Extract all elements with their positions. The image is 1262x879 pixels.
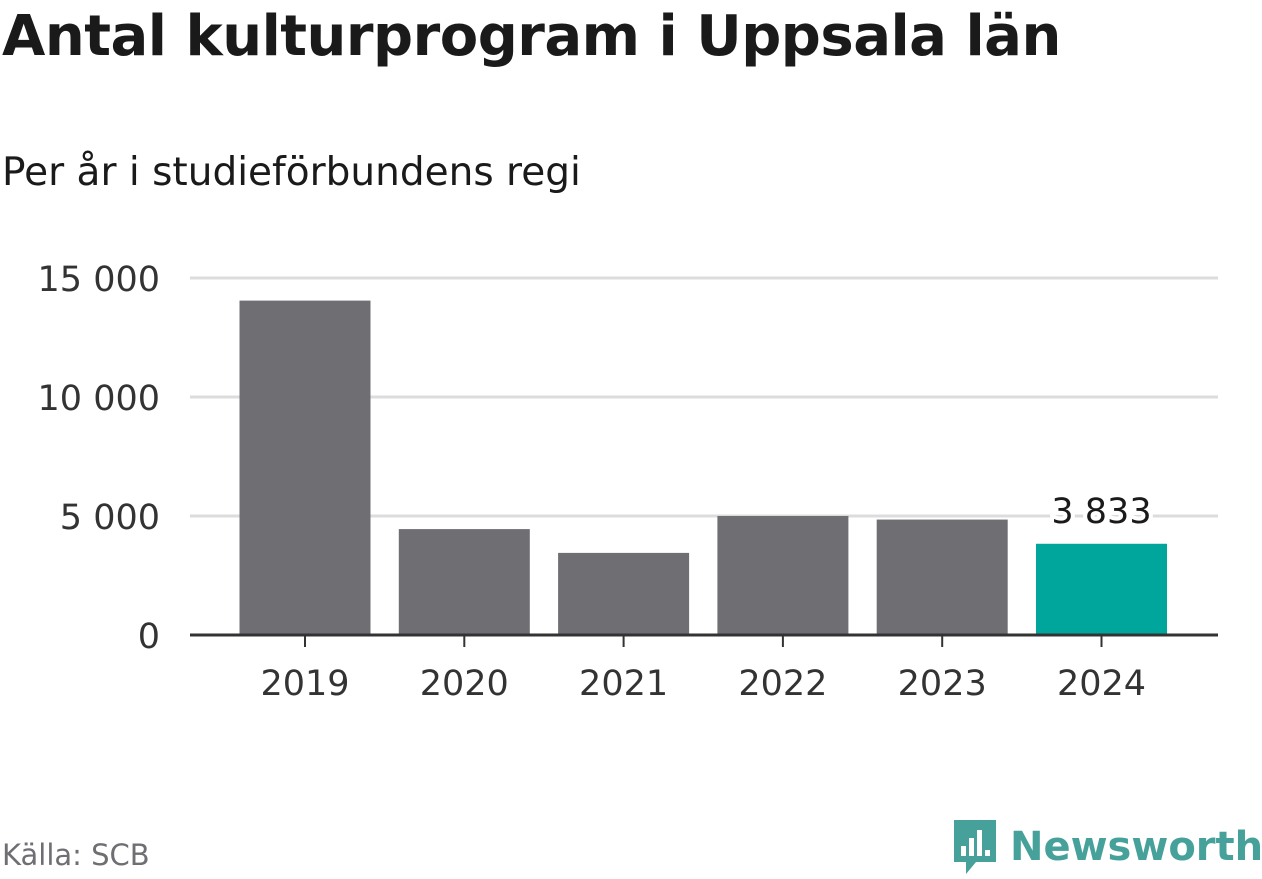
data-label: 3 833 xyxy=(1051,492,1151,532)
bar-2022 xyxy=(717,516,849,635)
bar-2021 xyxy=(558,552,690,635)
brand-name: Newsworthy xyxy=(1010,824,1262,870)
x-tick-label: 2022 xyxy=(738,664,827,704)
bar-chart-speech-bubble-icon xyxy=(954,820,996,874)
chart-subtitle: Per år i studieförbundens regi xyxy=(2,150,581,195)
x-tick-label: 2021 xyxy=(579,664,668,704)
chart-title: Antal kulturprogram i Uppsala län xyxy=(2,4,1061,69)
x-axis-ticks: 2019 2020 2021 2022 2023 2024 xyxy=(260,635,1146,704)
bars xyxy=(239,300,1167,635)
brand-logo[interactable]: Newsworthy xyxy=(950,816,1262,878)
y-tick-label: 0 xyxy=(138,617,160,657)
x-tick-label: 2024 xyxy=(1057,664,1146,704)
source-note: Källa: SCB xyxy=(2,838,150,872)
y-tick-label: 5 000 xyxy=(60,498,160,538)
bar-2020 xyxy=(398,529,530,635)
y-tick-label: 15 000 xyxy=(38,260,160,300)
x-tick-label: 2020 xyxy=(420,664,509,704)
bar-2023 xyxy=(876,519,1008,635)
y-axis-tick-labels: 0 5 000 10 000 15 000 xyxy=(38,260,160,657)
bar-2024 xyxy=(1036,543,1167,635)
data-labels: 3 833 xyxy=(1047,488,1155,536)
y-tick-label: 10 000 xyxy=(38,379,160,419)
bar-2019 xyxy=(239,300,371,635)
x-tick-label: 2023 xyxy=(898,664,987,704)
x-tick-label: 2019 xyxy=(260,664,349,704)
